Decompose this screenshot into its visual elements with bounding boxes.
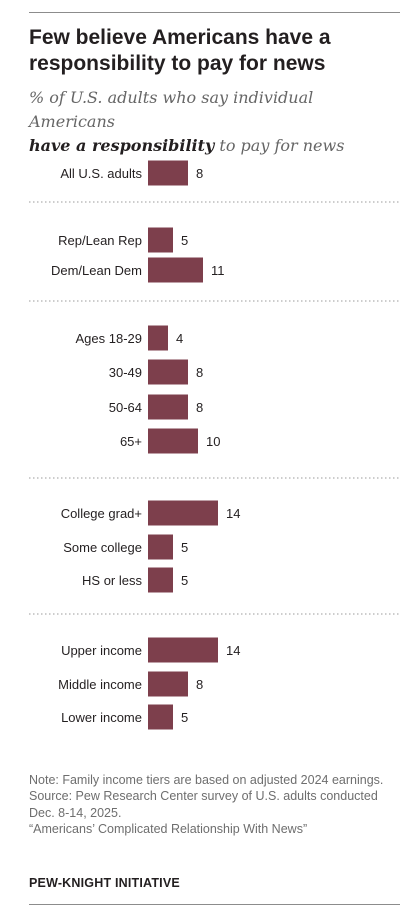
bar: [148, 637, 218, 663]
bar: [148, 160, 188, 186]
bar: [148, 257, 203, 283]
bar-value-label: 8: [196, 166, 203, 181]
bar-value-label: 4: [176, 331, 183, 346]
bar-category-label: HS or less: [82, 573, 142, 588]
bottom-rule: [29, 904, 400, 905]
bar-category-label: College grad+: [61, 506, 142, 521]
bar-value-label: 5: [181, 540, 188, 555]
bar: [148, 394, 188, 420]
bar-category-label: Rep/Lean Rep: [58, 233, 142, 248]
bar: [148, 671, 188, 697]
bar: [148, 500, 218, 526]
bar: [148, 359, 188, 385]
bar-category-label: Upper income: [61, 643, 142, 658]
bar-value-label: 8: [196, 365, 203, 380]
bar: [148, 534, 173, 560]
brand-label: PEW-KNIGHT INITIATIVE: [29, 876, 180, 890]
bar-category-label: All U.S. adults: [60, 166, 142, 181]
bar-category-label: Middle income: [58, 677, 142, 692]
source-line: Source: Pew Research Center survey of U.…: [29, 789, 378, 820]
subtitle-text-end: to pay for news: [214, 136, 345, 155]
chart-subtitle: % of U.S. adults who say individual Amer…: [29, 86, 399, 158]
bar: [148, 567, 173, 593]
bar-value-label: 14: [226, 643, 240, 658]
bar-category-label: Lower income: [61, 710, 142, 725]
bar-category-label: Dem/Lean Dem: [51, 263, 142, 278]
bar-value-label: 8: [196, 677, 203, 692]
bar: [148, 325, 168, 351]
bar-value-label: 11: [211, 263, 225, 278]
subtitle-emphasis: have a responsibility: [29, 136, 215, 155]
chart-title: Few believe Americans have a responsibil…: [29, 26, 331, 75]
bar: [148, 227, 173, 253]
top-rule: [29, 12, 400, 13]
bar-value-label: 5: [181, 573, 188, 588]
notes: Note: Family income tiers are based on a…: [29, 772, 399, 837]
bar-value-label: 14: [226, 506, 240, 521]
bar-category-label: 30-49: [109, 365, 142, 380]
report-title-line: “Americans’ Complicated Relationship Wit…: [29, 821, 308, 836]
bar-category-label: 65+: [120, 434, 142, 449]
bar-value-label: 10: [206, 434, 220, 449]
bar-category-label: Some college: [63, 540, 142, 555]
bar-category-label: Ages 18-29: [76, 331, 143, 346]
note-line: Note: Family income tiers are based on a…: [29, 773, 384, 787]
bar-value-label: 8: [196, 400, 203, 415]
bar-value-label: 5: [181, 710, 188, 725]
bar: [148, 428, 198, 454]
bar-value-label: 5: [181, 233, 188, 248]
subtitle-text: % of U.S. adults who say individual Amer…: [29, 88, 314, 131]
bar: [148, 704, 173, 730]
bar-category-label: 50-64: [109, 400, 142, 415]
